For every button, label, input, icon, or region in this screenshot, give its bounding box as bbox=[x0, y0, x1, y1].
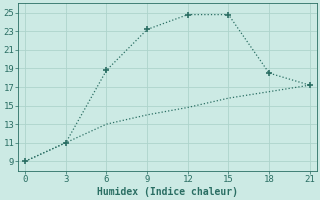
X-axis label: Humidex (Indice chaleur): Humidex (Indice chaleur) bbox=[97, 186, 238, 197]
